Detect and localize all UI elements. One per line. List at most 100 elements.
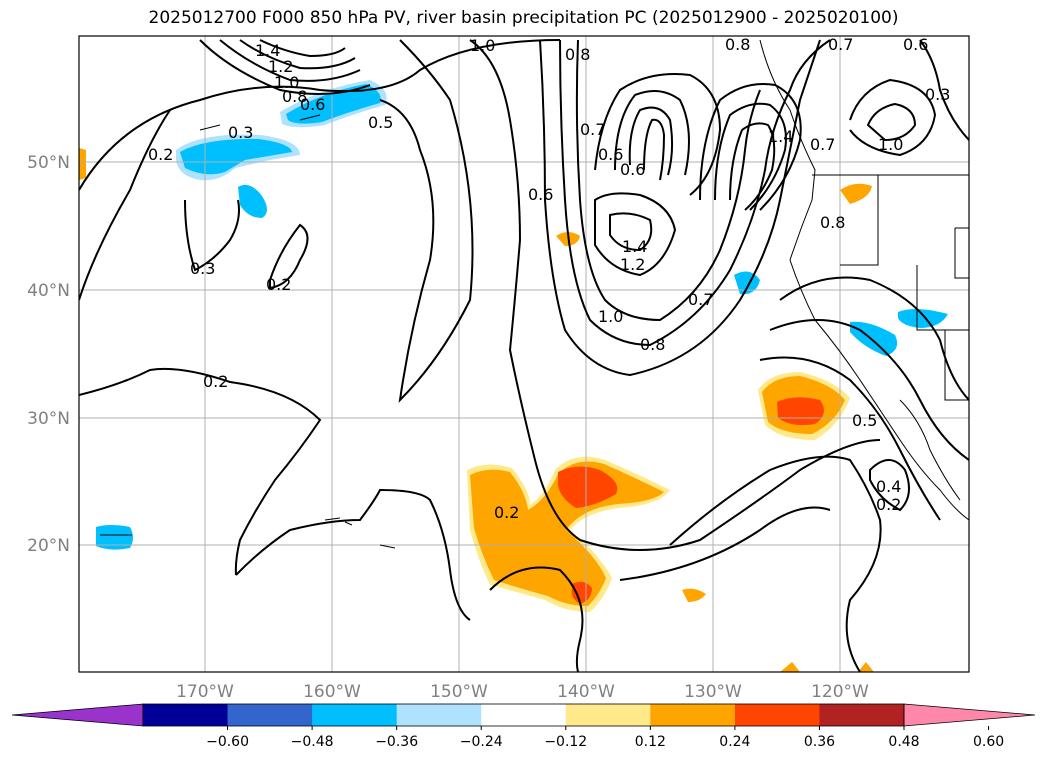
colorbar-segment (143, 704, 229, 726)
colorbar-segment (312, 704, 398, 726)
negative-area (734, 271, 760, 295)
contour-line (669, 455, 882, 672)
contour-label-group: 1.4 1.2 1.0 0.8 0.6 0.5 0.3 0.2 0.3 0.2 … (148, 35, 950, 522)
map-frame (78, 35, 970, 673)
colorbar-tick-label: 0.48 (888, 734, 919, 750)
colorbar-tick-label: −0.60 (206, 734, 249, 750)
contour-label: 0.6 (300, 95, 325, 114)
contour-label: 1.0 (598, 307, 623, 326)
colorbar-tick-label: 0.60 (973, 734, 1004, 750)
contour-line (379, 39, 474, 403)
colorbar-segment (565, 704, 651, 726)
contour-label: 0.2 (494, 503, 519, 522)
contour-line (469, 39, 881, 551)
contour-label: 0.5 (368, 113, 393, 132)
colorbar-tick-label: 0.24 (719, 734, 750, 750)
map-title: 2025012700 F000 850 hPa PV, river basin … (148, 8, 899, 28)
contour-label: 1.2 (268, 57, 293, 76)
positive-area (558, 466, 618, 508)
contour-label: 0.6 (598, 145, 623, 164)
positive-area (780, 662, 800, 672)
lon-label: 130°W (684, 682, 742, 702)
lat-label: 40°N (27, 281, 70, 301)
longitude-labels: 170°W 160°W 150°W 140°W 130°W 120°W (176, 682, 869, 702)
colorbar-tick-label: −0.24 (460, 734, 503, 750)
contour-line (235, 488, 471, 621)
negative-area (96, 525, 133, 550)
colorbar-segment (481, 704, 567, 726)
coastline (759, 39, 969, 521)
contour-line (609, 212, 653, 252)
colorbar-segment (650, 704, 736, 726)
contour-line (643, 118, 666, 181)
colorbar-extend-high (903, 703, 1036, 727)
contour-line (594, 192, 677, 277)
contour-line (628, 106, 674, 176)
contour-line (79, 39, 561, 191)
contour-label: 0.8 (725, 35, 750, 54)
contour-label: 0.2 (266, 275, 291, 294)
negative-area (850, 321, 898, 356)
lon-label: 140°W (557, 682, 615, 702)
colorbar-tick-label: −0.36 (375, 734, 418, 750)
colorbar (11, 703, 1036, 730)
colorbar-segment (396, 704, 482, 726)
positive-precip-shading (79, 148, 874, 672)
contour-label: 0.6 (528, 185, 553, 204)
contour-label: 0.4 (876, 477, 901, 496)
contour-label: 0.8 (282, 87, 307, 106)
contour-label: 1.4 (768, 127, 793, 146)
contour-label: 0.7 (810, 135, 835, 154)
contour-label: 0.8 (565, 45, 590, 64)
positive-area (470, 461, 664, 606)
coastline (324, 517, 396, 549)
contour-label: 1.2 (620, 255, 645, 274)
colorbar-segment (227, 704, 313, 726)
latitude-labels: 50°N 40°N 30°N 20°N (27, 153, 70, 556)
coastline (954, 227, 969, 279)
contour-line (269, 223, 309, 290)
coastline (916, 265, 969, 331)
contour-line (866, 102, 917, 142)
coastline (840, 175, 879, 266)
lat-label: 30°N (27, 409, 70, 429)
contour-label: 0.6 (620, 160, 645, 179)
contour-line (259, 39, 346, 58)
contour-line (919, 39, 969, 141)
colorbar-tick-labels: −0.60 −0.48 −0.36 −0.24 −0.12 0.12 0.24 0.36 0.4… (206, 734, 1004, 750)
contour-line (869, 459, 910, 512)
contour-label: 0.3 (925, 85, 950, 104)
contour-label: 0.2 (203, 372, 228, 391)
contour-line (714, 102, 787, 211)
positive-area (840, 183, 872, 204)
contour-label: 0.3 (228, 123, 253, 142)
lat-label: 50°N (27, 153, 70, 173)
contour-label: 0.2 (148, 145, 173, 164)
positive-area (682, 588, 706, 602)
positive-area (79, 148, 86, 180)
negative-precip-shading (96, 80, 948, 550)
contour-line (759, 356, 941, 521)
contour-label: 0.7 (688, 290, 713, 309)
contour-label: 0.2 (876, 495, 901, 514)
contour-line (239, 39, 356, 70)
contour-line (594, 73, 722, 196)
contour-line (699, 83, 802, 211)
contour-line (849, 78, 937, 157)
lat-label: 20°N (27, 536, 70, 556)
contour-label: 0.7 (580, 120, 605, 139)
contour-label: 0.8 (820, 213, 845, 232)
colorbar-segment (734, 704, 820, 726)
coastline (199, 114, 321, 131)
positive-area (777, 397, 824, 426)
contour-line (199, 39, 371, 95)
colorbar-segment (819, 704, 905, 726)
colorbar-tick-label: −0.12 (544, 734, 587, 750)
contour-line (769, 319, 969, 461)
lon-label: 150°W (430, 682, 488, 702)
contour-line (619, 506, 831, 581)
colorbar-tick-label: 0.36 (804, 734, 835, 750)
contour-label: 1.4 (622, 237, 647, 256)
coastline (899, 399, 961, 501)
